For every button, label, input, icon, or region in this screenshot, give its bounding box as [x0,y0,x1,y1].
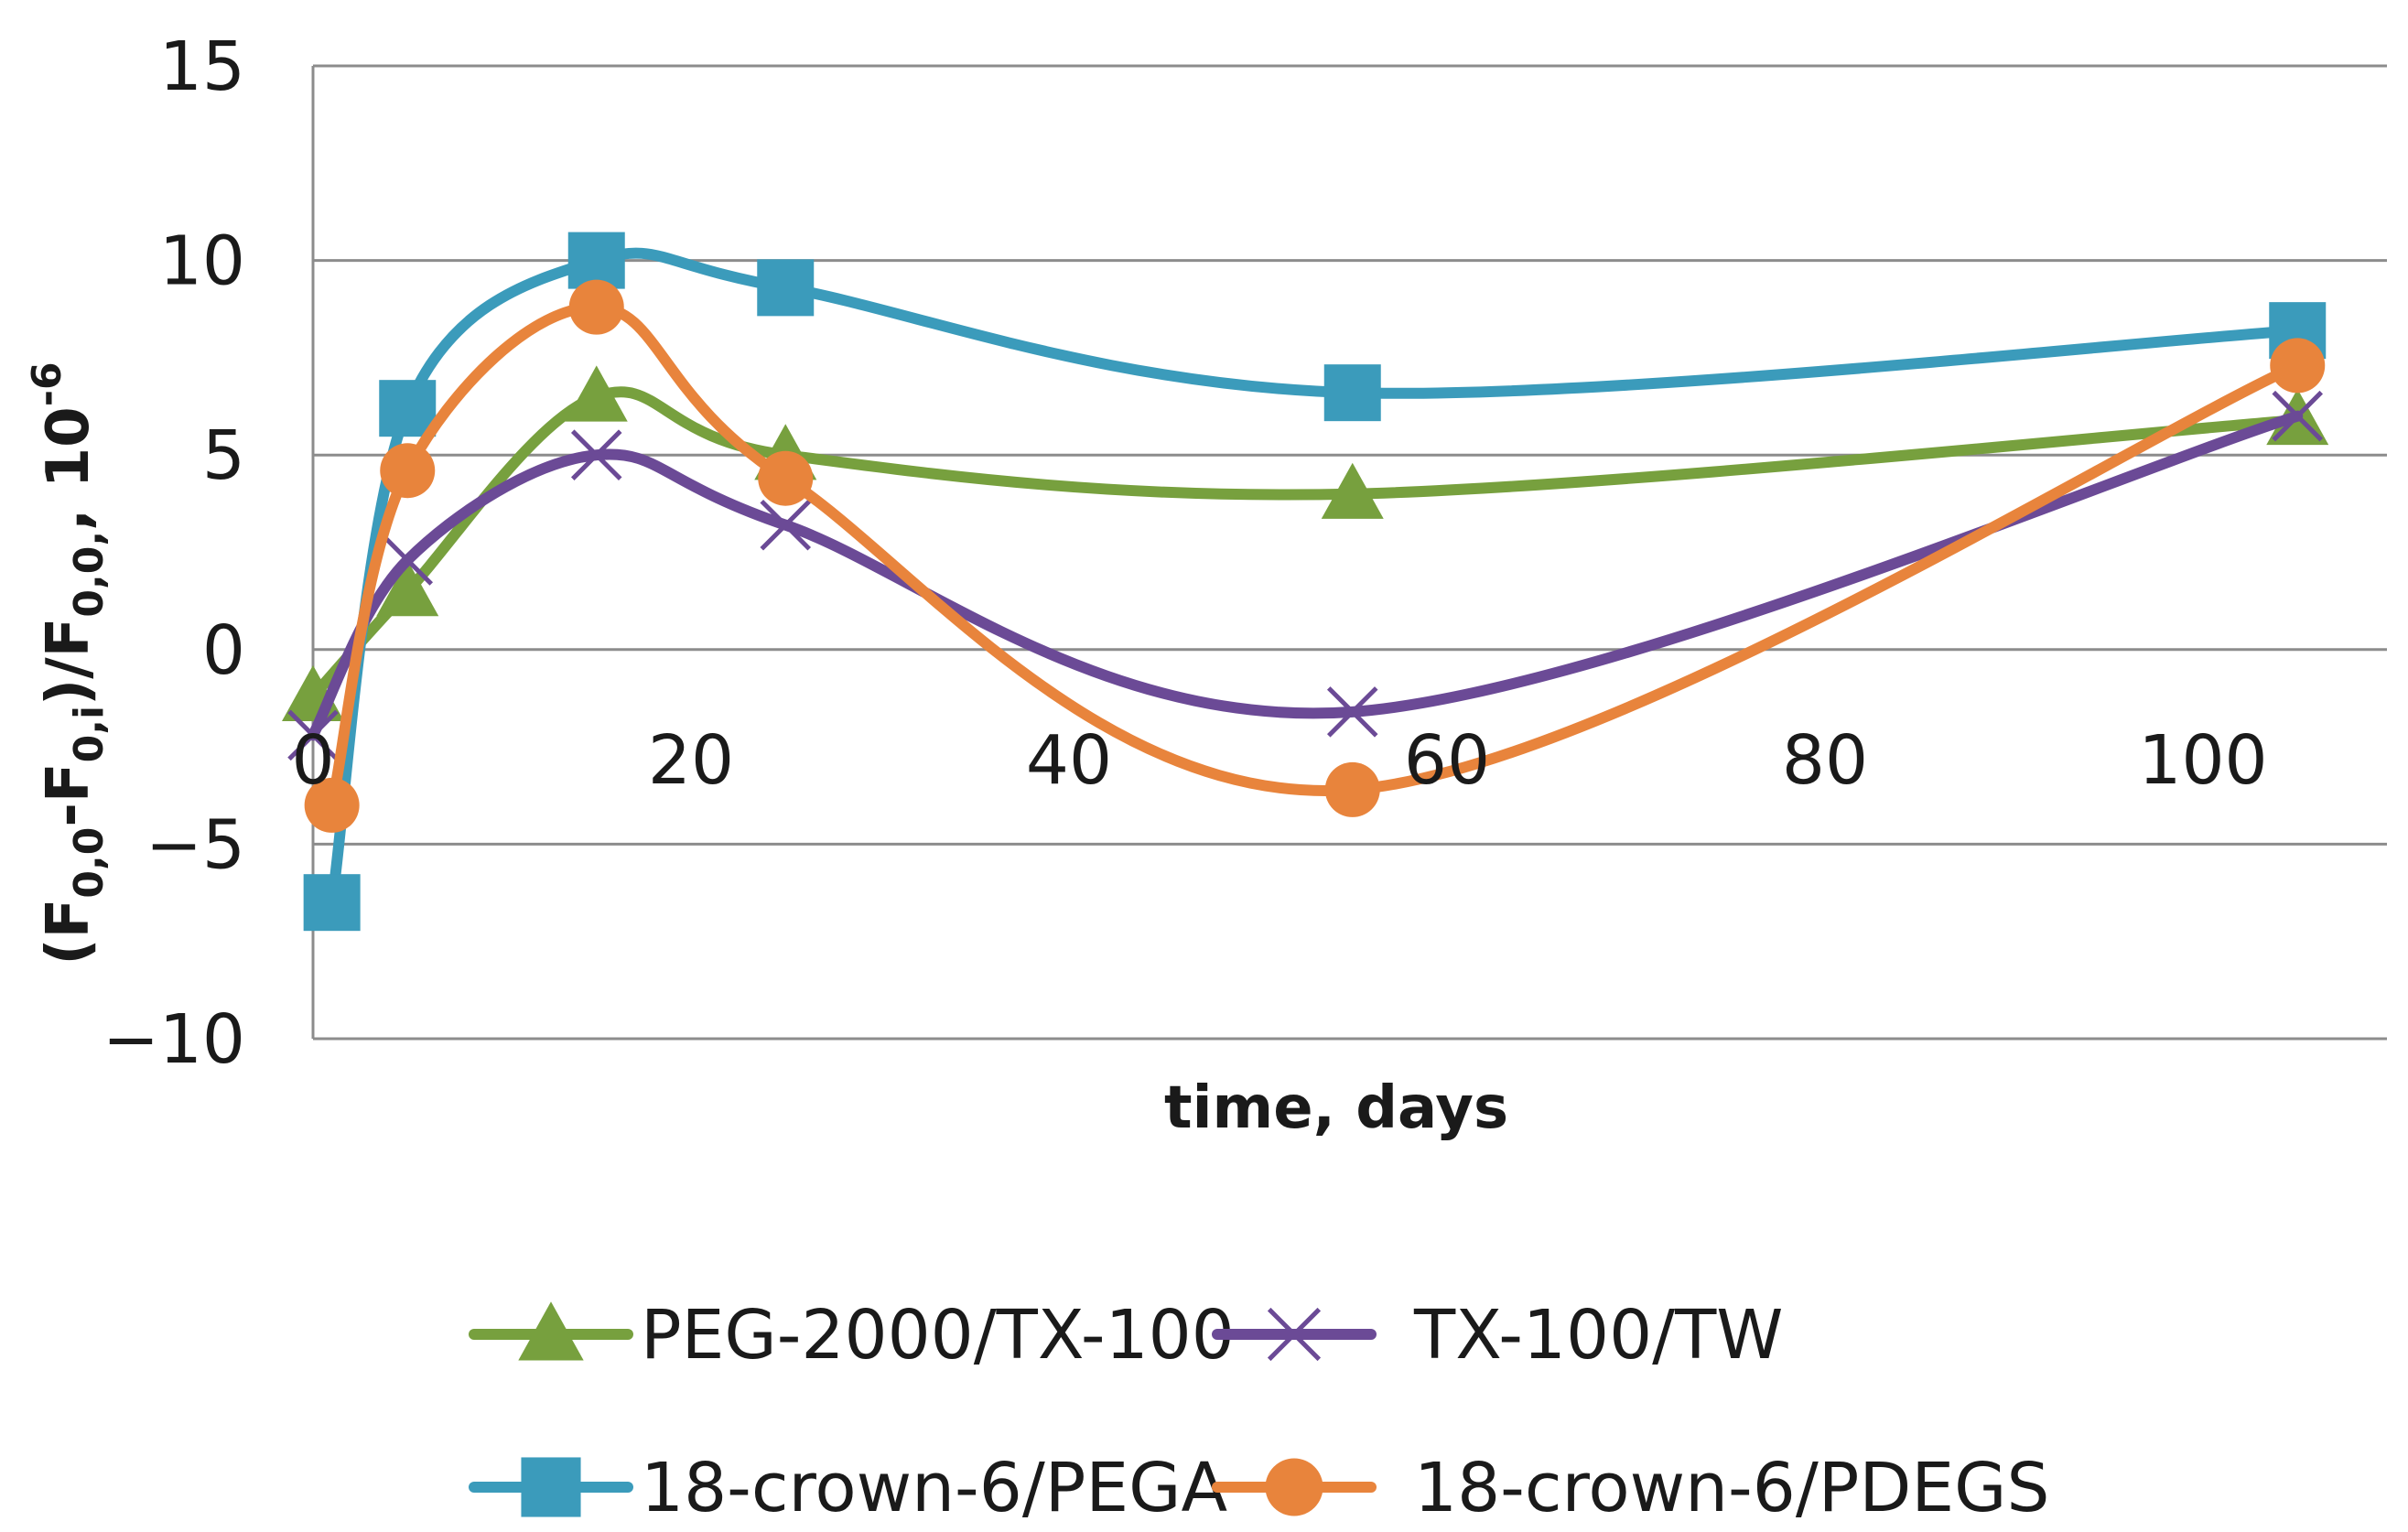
y-tick-label: −10 [103,1000,245,1079]
series-line [308,410,2304,741]
legend-marker [1265,1458,1323,1516]
series-line [326,247,2304,909]
data-point [379,380,437,437]
data-point [565,365,628,422]
x-tick-label: 60 [1404,721,1490,800]
x-tick-label: 40 [1026,721,1112,800]
series-line [326,301,2304,811]
legend-item: TX-100/TW [1212,1296,1783,1375]
data-point [1321,462,1384,519]
data-point [2270,338,2326,394]
data-point [567,232,625,289]
series-0 [282,365,2329,722]
data-point [287,709,339,761]
legend-item: PEG-2000/TX-100 [469,1296,1235,1375]
x-tick-label: 80 [1782,721,1868,800]
data-point [758,450,814,506]
y-axis-label: (F0,0-F0,i)/F0,0,, 10-6 [24,361,113,965]
series-3 [304,279,2326,833]
data-point [380,443,436,499]
data-point [1326,686,1378,738]
legend-marker [521,1457,581,1517]
legend-label: 18-crown-6/PEGA [641,1449,1227,1527]
data-point [303,874,361,932]
x-tick-labels: 0 20 40 60 80 100 [291,721,2267,800]
y-tick-label: 15 [159,27,245,106]
x-tick-label: 20 [648,721,734,800]
x-axis-label: time, days [1164,1074,1508,1142]
x-tick-label: 0 [291,721,334,800]
legend-marker [1267,1307,1322,1362]
legend-label: TX-100/TW [1413,1296,1783,1375]
series-2 [303,232,2327,932]
series-layer [282,232,2329,932]
gridlines [311,64,2387,1041]
y-tick-label: 10 [159,222,245,301]
data-point [304,777,360,833]
y-tick-label: 0 [202,611,245,690]
data-point [760,499,812,551]
data-point [570,429,622,480]
y-tick-label: −5 [146,805,245,884]
data-point [1323,364,1381,422]
data-point [1324,761,1380,817]
legend-marker [518,1301,584,1361]
legend-item: 18-crown-6/PDEGS [1212,1449,2049,1527]
series-line [308,386,2304,702]
data-point [757,259,815,317]
series-1 [287,390,2324,761]
y-tick-label: 5 [202,416,245,495]
data-point [2272,390,2324,442]
data-point [376,560,439,617]
legend-item: 18-crown-6/PEGA [469,1449,1227,1527]
legend-label: 18-crown-6/PDEGS [1414,1449,2049,1527]
legend: PEG-2000/TX-100 TX-100/TW 18-crown-6/PEGA 1… [469,1296,2049,1527]
data-point [568,279,624,335]
data-point [382,534,434,586]
legend-label: PEG-2000/TX-100 [641,1296,1235,1375]
x-tick-label: 100 [2138,721,2267,800]
y-tick-labels: 15 10 5 0 −5 −10 [103,27,245,1079]
